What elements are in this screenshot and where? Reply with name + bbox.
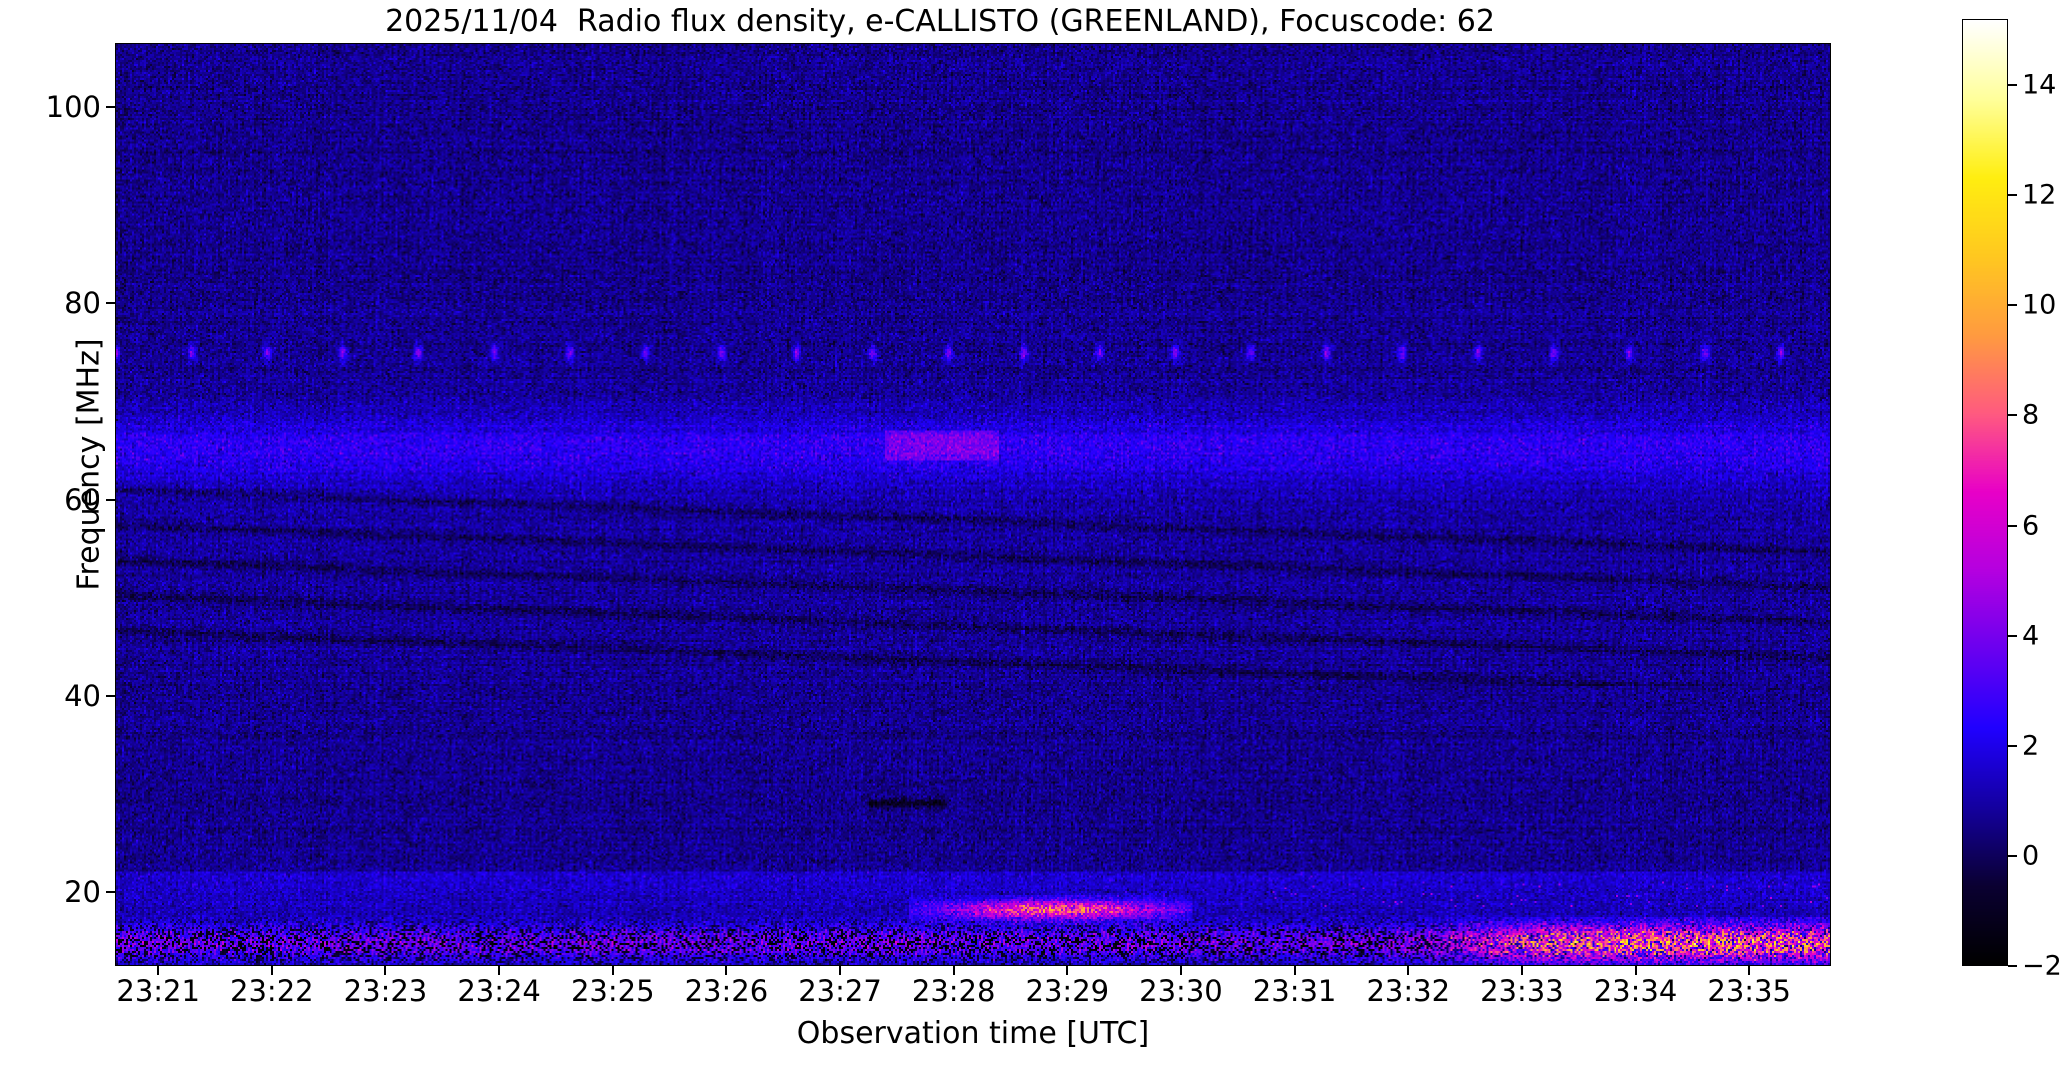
x-tick-mark: [725, 966, 728, 975]
colorbar-tick-mark: [2008, 744, 2017, 747]
x-tick-mark: [498, 966, 501, 975]
x-tick-mark: [1634, 966, 1637, 975]
x-tick-mark: [1066, 966, 1069, 975]
x-tick-label: 23:28: [911, 974, 996, 1008]
y-tick-label: 60: [64, 482, 101, 517]
page-title: 2025/11/04 Radio flux density, e-CALLIST…: [385, 4, 1495, 39]
spectrogram-image: [116, 44, 1830, 965]
x-tick-label: 23:23: [343, 974, 428, 1008]
y-tick-mark: [106, 302, 115, 305]
y-tick-label: 20: [64, 875, 101, 910]
colorbar-tick-label: 12: [2022, 179, 2057, 211]
x-tick-label: 23:24: [457, 974, 541, 1008]
colorbar-tick-mark: [2008, 194, 2017, 197]
x-tick-mark: [384, 966, 387, 975]
y-tick-label: 40: [64, 678, 101, 713]
y-tick-mark: [106, 498, 115, 501]
colorbar-tick-label: 14: [2022, 69, 2057, 101]
colorbar-tick-label: 2: [2022, 730, 2040, 762]
x-tick-mark: [1520, 966, 1523, 975]
colorbar-tick-mark: [2008, 84, 2017, 87]
x-tick-mark: [270, 966, 273, 975]
x-tick-label: 23:25: [570, 974, 655, 1008]
x-tick-label: 23:30: [1139, 974, 1223, 1008]
y-tick-mark: [106, 891, 115, 894]
x-tick-label: 23:22: [230, 974, 314, 1008]
y-tick-label: 100: [45, 89, 101, 124]
colorbar-gradient: [1963, 20, 2007, 965]
x-tick-mark: [839, 966, 842, 975]
x-tick-label: 23:27: [798, 974, 882, 1008]
x-tick-label: 23:21: [116, 974, 200, 1008]
colorbar-tick-mark: [2008, 965, 2017, 967]
y-tick-mark: [106, 694, 115, 697]
colorbar-tick-label: 8: [2022, 399, 2040, 431]
x-tick-mark: [1293, 966, 1296, 975]
x-tick-mark: [1748, 966, 1751, 975]
colorbar-tick-label: 10: [2022, 289, 2057, 321]
x-tick-mark: [611, 966, 614, 975]
colorbar-tick-label: 6: [2022, 510, 2040, 542]
colorbar-tick-mark: [2008, 634, 2017, 637]
colorbar-tick-label: 0: [2022, 840, 2040, 872]
x-tick-label: 23:32: [1366, 974, 1451, 1008]
x-tick-label: 23:29: [1025, 974, 1110, 1008]
x-tick-label: 23:31: [1252, 974, 1337, 1008]
colorbar-tick-mark: [2008, 524, 2017, 527]
y-tick-mark: [106, 105, 115, 108]
x-tick-label: 23:26: [684, 974, 769, 1008]
x-axis-label: Observation time [UTC]: [796, 1016, 1150, 1051]
x-tick-mark: [1179, 966, 1182, 975]
colorbar: [1962, 19, 2008, 966]
y-tick-label: 80: [64, 286, 101, 321]
y-axis-label: Frequency [MHz]: [71, 338, 107, 591]
x-tick-mark: [1407, 966, 1410, 975]
x-tick-mark: [952, 966, 955, 975]
spectrogram-axes: [115, 43, 1831, 966]
x-tick-label: 23:33: [1480, 974, 1564, 1008]
colorbar-tick-label: 4: [2022, 620, 2040, 652]
colorbar-tick-label: −2: [2022, 950, 2062, 982]
x-tick-label: 23:34: [1593, 974, 1678, 1008]
colorbar-tick-mark: [2008, 304, 2017, 307]
x-tick-mark: [157, 966, 160, 975]
colorbar-tick-mark: [2008, 854, 2017, 857]
x-tick-label: 23:35: [1707, 974, 1791, 1008]
colorbar-tick-mark: [2008, 414, 2017, 417]
